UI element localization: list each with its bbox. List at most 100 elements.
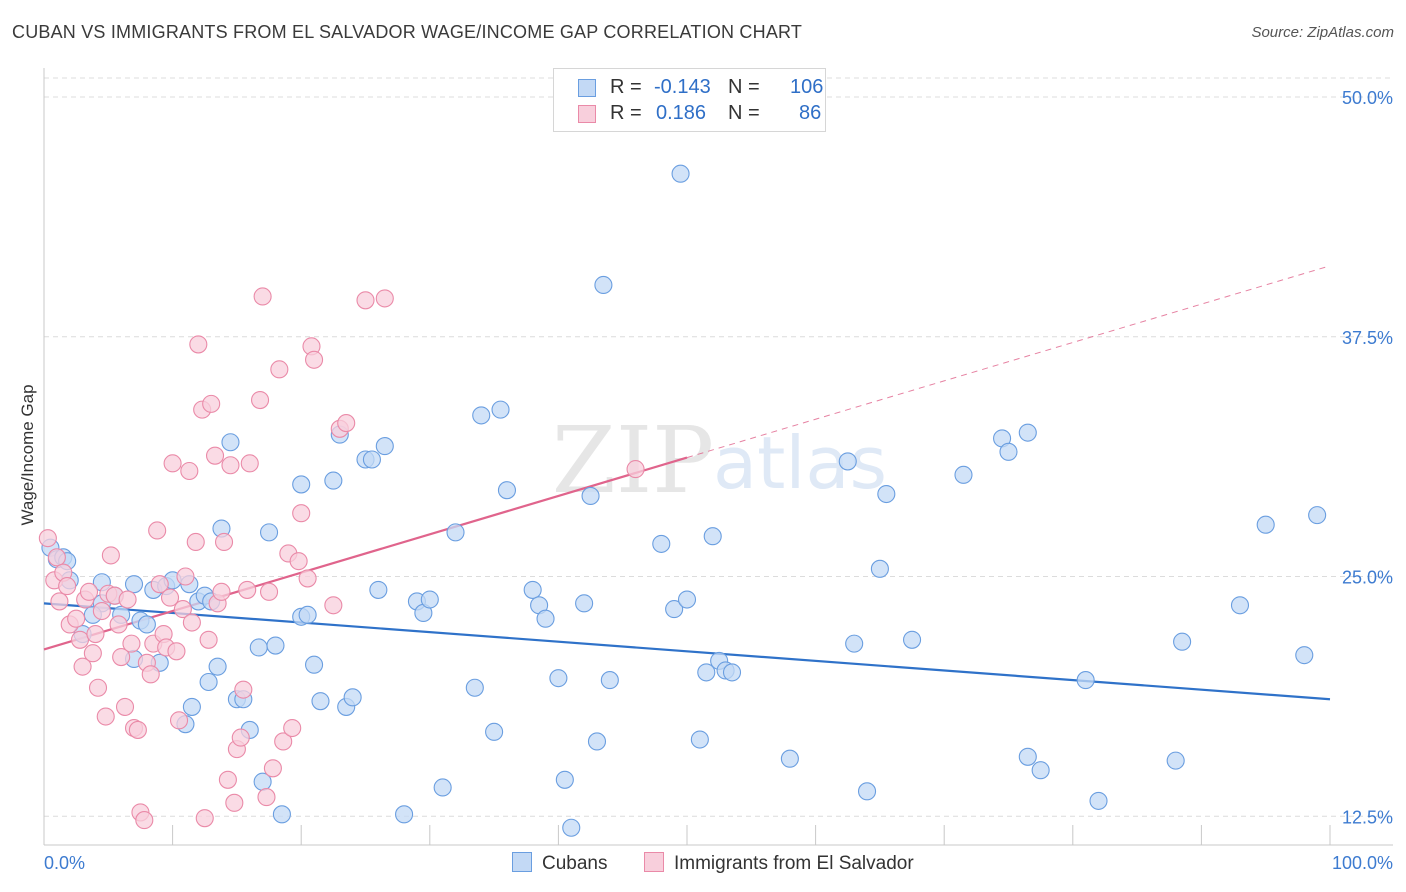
- point-el-salvador: [283, 718, 302, 738]
- point-el-salvador: [50, 592, 69, 611]
- point-el-salvador: [160, 588, 180, 607]
- point-cubans: [677, 590, 697, 609]
- point-cubans: [1166, 751, 1185, 770]
- y-tick-label: 50.0%: [1342, 88, 1393, 108]
- trend-line-cubans: [43, 602, 1331, 701]
- point-cubans: [472, 406, 491, 425]
- point-cubans: [902, 630, 922, 649]
- point-el-salvador: [135, 811, 154, 830]
- point-cubans: [362, 450, 381, 469]
- point-el-salvador: [238, 580, 257, 599]
- point-el-salvador: [263, 759, 282, 778]
- point-cubans: [690, 730, 709, 749]
- point-el-salvador: [202, 394, 221, 413]
- point-cubans: [575, 594, 594, 613]
- point-cubans: [703, 527, 722, 546]
- point-cubans: [433, 778, 452, 797]
- bottom-legend-swatch-blue: [512, 852, 532, 872]
- point-cubans: [780, 749, 799, 768]
- point-cubans: [395, 805, 414, 824]
- point-cubans: [877, 484, 896, 504]
- point-el-salvador: [225, 793, 244, 812]
- point-cubans: [1031, 761, 1050, 780]
- y-tick-label: 37.5%: [1342, 328, 1393, 348]
- point-cubans: [1173, 632, 1192, 651]
- point-cubans: [665, 600, 684, 619]
- point-cubans: [446, 523, 465, 542]
- point-cubans: [124, 575, 144, 594]
- x-axis-min-label: 0.0%: [44, 853, 85, 873]
- point-el-salvador: [195, 809, 214, 828]
- point-el-salvador: [38, 529, 57, 548]
- point-cubans: [298, 605, 317, 624]
- point-el-salvador: [150, 575, 169, 594]
- point-cubans: [722, 663, 742, 682]
- point-el-salvador: [274, 732, 293, 751]
- point-cubans: [1018, 747, 1037, 766]
- point-el-salvador: [173, 600, 192, 619]
- point-cubans: [1076, 671, 1095, 690]
- legend-n-label: N =: [728, 102, 760, 124]
- point-el-salvador: [218, 770, 237, 789]
- correlation-legend: R = -0.143 N = 106 R = 0.186 N = 86: [553, 68, 826, 132]
- point-el-salvador: [231, 728, 250, 747]
- point-el-salvador: [141, 665, 160, 684]
- point-el-salvador: [73, 657, 92, 676]
- point-el-salvador: [298, 569, 317, 588]
- point-cubans: [600, 671, 619, 690]
- point-cubans: [1295, 646, 1314, 665]
- point-el-salvador: [257, 788, 276, 807]
- point-el-salvador: [375, 289, 394, 308]
- point-cubans: [581, 486, 600, 505]
- trend-line-dashed-el-salvador: [686, 265, 1331, 459]
- data-points: [38, 164, 1327, 837]
- axes: [43, 68, 1393, 846]
- legend-r-label: R =: [610, 76, 642, 98]
- point-el-salvador: [88, 678, 108, 697]
- point-el-salvador: [626, 460, 645, 479]
- source-label: Source: ZipAtlas.com: [1251, 24, 1394, 41]
- point-el-salvador: [115, 697, 135, 716]
- x-axis-max-label: 100.0%: [1332, 853, 1393, 873]
- watermark-atlas: atlas: [713, 421, 887, 505]
- point-el-salvador: [182, 613, 201, 632]
- point-el-salvador: [186, 532, 205, 552]
- point-el-salvador: [47, 548, 66, 567]
- point-el-salvador: [234, 680, 253, 699]
- point-cubans: [562, 818, 581, 837]
- axis-labels: 12.5% 25.0% 37.5% 50.0%: [1342, 88, 1393, 827]
- point-cubans: [324, 471, 343, 490]
- y-tick-label: 12.5%: [1342, 807, 1393, 827]
- point-cubans: [652, 534, 671, 553]
- point-el-salvador: [70, 630, 90, 649]
- point-cubans: [182, 697, 201, 716]
- point-el-salvador: [67, 609, 86, 628]
- point-el-salvador: [270, 360, 289, 379]
- point-el-salvador: [83, 644, 102, 663]
- point-el-salvador: [167, 642, 186, 661]
- point-el-salvador: [118, 590, 137, 609]
- point-el-salvador: [240, 454, 259, 473]
- legend-swatch-pink: [578, 105, 596, 123]
- bottom-legend-el-salvador: Immigrants from El Salvador: [644, 852, 914, 875]
- legend-r-value: 0.186: [656, 102, 707, 124]
- point-cubans: [587, 732, 607, 751]
- point-cubans: [954, 465, 973, 484]
- point-cubans: [536, 609, 555, 628]
- point-cubans: [845, 634, 864, 653]
- point-el-salvador: [109, 615, 128, 634]
- point-el-salvador: [122, 634, 141, 653]
- chart-title: CUBAN VS IMMIGRANTS FROM EL SALVADOR WAG…: [12, 22, 803, 42]
- point-cubans: [465, 678, 484, 697]
- point-el-salvador: [356, 291, 375, 310]
- point-cubans: [305, 655, 324, 674]
- point-cubans: [1230, 596, 1250, 615]
- point-el-salvador: [305, 350, 324, 369]
- point-el-salvador: [101, 546, 120, 565]
- point-cubans: [594, 275, 613, 295]
- bottom-legend-cubans: Cubans: [512, 852, 608, 875]
- point-cubans: [208, 657, 227, 676]
- legend-swatch-blue: [578, 79, 596, 97]
- point-cubans: [259, 523, 279, 542]
